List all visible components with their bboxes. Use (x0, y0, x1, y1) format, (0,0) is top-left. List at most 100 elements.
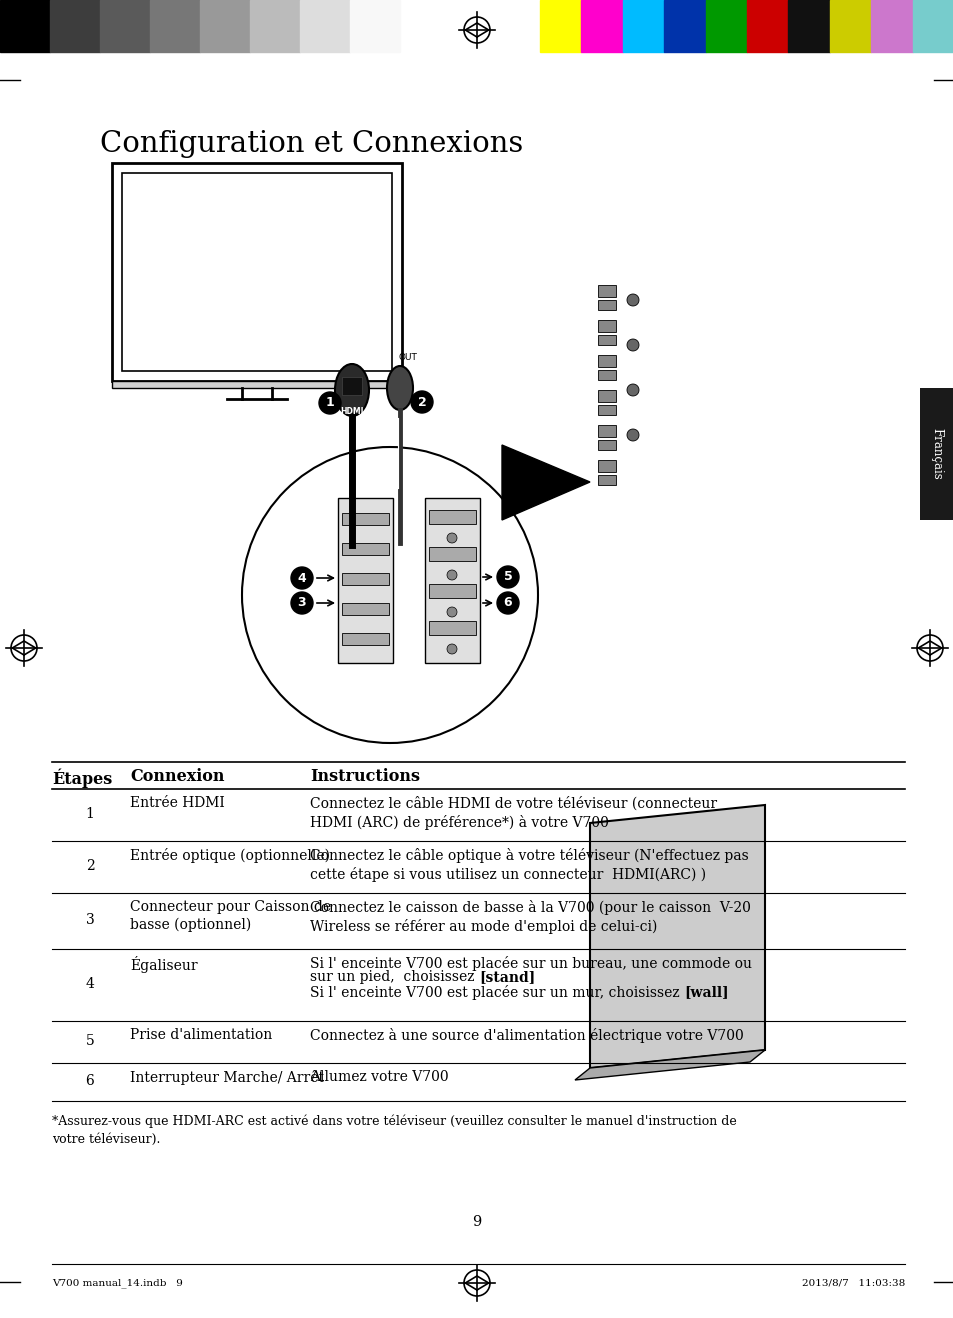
Circle shape (626, 428, 639, 442)
Circle shape (626, 384, 639, 395)
Text: Si l' enceinte V700 est placée sur un bureau, une commode ou: Si l' enceinte V700 est placée sur un bu… (310, 956, 751, 971)
Bar (598, 424, 616, 438)
Bar (787, 0, 829, 51)
Bar (598, 474, 616, 485)
Circle shape (291, 567, 313, 589)
Bar (341, 377, 361, 395)
Text: sur un pied,  choisissez: sur un pied, choisissez (310, 970, 478, 985)
Text: Connexion: Connexion (130, 768, 224, 786)
Bar (663, 0, 705, 51)
Text: Connectez le câble optique à votre téléviseur (N'effectuez pas
cette étape si vo: Connectez le câble optique à votre télév… (310, 847, 748, 882)
Bar (912, 0, 953, 51)
Circle shape (411, 391, 433, 413)
Bar (705, 0, 746, 51)
Text: *Assurez-vous que HDMI-ARC est activé dans votre téléviseur (veuillez consulter : *Assurez-vous que HDMI-ARC est activé da… (52, 1115, 736, 1145)
Text: 5: 5 (503, 571, 512, 584)
Circle shape (318, 391, 340, 414)
Text: 5: 5 (86, 1035, 94, 1048)
Bar (598, 355, 616, 366)
Bar (299, 0, 350, 51)
Text: HDMI: HDMI (340, 407, 363, 416)
Bar (0, 0, 50, 51)
Text: 1: 1 (86, 807, 94, 821)
Text: 6: 6 (86, 1074, 94, 1089)
Bar (598, 335, 616, 345)
Bar (112, 381, 401, 387)
Text: Entrée optique (optionnelle): Entrée optique (optionnelle) (130, 847, 330, 863)
Circle shape (447, 608, 456, 617)
Text: Si l' enceinte V700 est placée sur un mur, choisissez: Si l' enceinte V700 est placée sur un mu… (310, 985, 683, 1000)
Text: [stand]: [stand] (478, 970, 535, 985)
Bar (341, 633, 389, 645)
Text: Interrupteur Marche/ Arrêt: Interrupteur Marche/ Arrêt (130, 1070, 324, 1085)
Bar (598, 460, 616, 472)
Text: 4: 4 (86, 977, 94, 991)
Circle shape (447, 645, 456, 654)
Bar (100, 0, 150, 51)
Bar (598, 320, 616, 332)
Bar (341, 513, 389, 525)
Polygon shape (501, 445, 589, 521)
Text: Connectez le caisson de basse à la V700 (pour le caisson  V-20
Wireless se référ: Connectez le caisson de basse à la V700 … (310, 900, 750, 934)
Text: Si l' enceinte V700 est placée sur un mur, choisissez: Si l' enceinte V700 est placée sur un mu… (310, 985, 683, 1000)
Bar (539, 0, 580, 51)
Circle shape (291, 592, 313, 614)
Text: sur un pied,  choisissez: sur un pied, choisissez (310, 970, 478, 985)
Bar (122, 173, 392, 370)
Text: Prise d'alimentation: Prise d'alimentation (130, 1028, 272, 1043)
Bar (429, 621, 476, 635)
Text: 6: 6 (503, 597, 512, 609)
Text: Connecteur pour Caisson de
basse (optionnel): Connecteur pour Caisson de basse (option… (130, 900, 331, 932)
Circle shape (626, 339, 639, 351)
Text: 2013/8/7   11:03:38: 2013/8/7 11:03:38 (801, 1278, 904, 1286)
Bar (622, 0, 663, 51)
Bar (341, 573, 389, 585)
Bar (598, 285, 616, 297)
Bar (580, 0, 622, 51)
Bar (598, 405, 616, 415)
Text: Instructions: Instructions (310, 768, 419, 786)
Text: 3: 3 (86, 913, 94, 927)
Text: Égaliseur: Égaliseur (130, 956, 197, 973)
Text: Français: Français (929, 428, 943, 480)
Bar (829, 0, 870, 51)
Bar (424, 498, 479, 663)
Circle shape (497, 592, 518, 614)
Text: 9: 9 (472, 1215, 481, 1228)
Text: 2: 2 (417, 395, 426, 409)
Bar (870, 0, 912, 51)
Text: [wall]: [wall] (683, 985, 728, 999)
Bar (250, 0, 299, 51)
Bar (341, 604, 389, 616)
Text: Allumez votre V700: Allumez votre V700 (310, 1070, 448, 1083)
Bar (598, 440, 616, 449)
Bar (200, 0, 250, 51)
Ellipse shape (335, 364, 369, 416)
Text: 4: 4 (297, 572, 306, 584)
Text: Entrée HDMI: Entrée HDMI (130, 796, 225, 811)
Text: Étapes: Étapes (52, 768, 112, 787)
Text: 2: 2 (86, 859, 94, 873)
Bar (150, 0, 200, 51)
Text: Connectez à une source d'alimentation électrique votre V700: Connectez à une source d'alimentation él… (310, 1028, 743, 1043)
Bar (598, 390, 616, 402)
Text: Connectez le câble HDMI de votre téléviseur (connecteur
HDMI (ARC) de préférence: Connectez le câble HDMI de votre télévis… (310, 796, 717, 829)
Bar (337, 498, 393, 663)
Polygon shape (575, 1050, 764, 1079)
Bar (429, 510, 476, 525)
Bar (598, 370, 616, 380)
Text: 3: 3 (297, 597, 306, 609)
Bar (598, 301, 616, 310)
Ellipse shape (387, 366, 413, 410)
Bar (746, 0, 787, 51)
Text: 1: 1 (325, 397, 334, 410)
Bar (429, 547, 476, 561)
Polygon shape (589, 805, 764, 1068)
Bar (50, 0, 100, 51)
Circle shape (497, 565, 518, 588)
Text: OUT: OUT (398, 353, 417, 362)
Circle shape (447, 532, 456, 543)
Bar (429, 584, 476, 598)
Text: Configuration et Connexions: Configuration et Connexions (100, 130, 522, 158)
Bar (341, 543, 389, 555)
